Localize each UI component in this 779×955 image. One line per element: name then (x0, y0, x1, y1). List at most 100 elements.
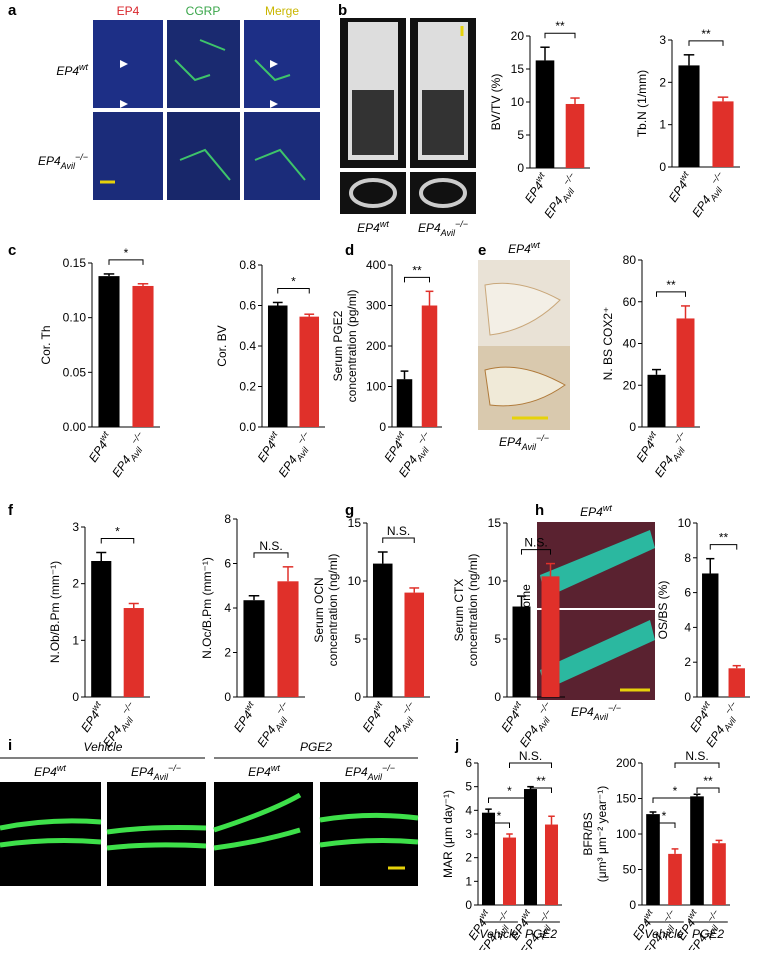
geno: EP4 (357, 221, 380, 235)
significance-label: ** (536, 774, 546, 788)
image-label: EP4Avil−/− (499, 433, 549, 452)
image-label: EP4wt (248, 763, 280, 779)
y-tick-label: 1 (465, 874, 472, 888)
y-tick-label: 5 (465, 780, 472, 794)
x-tick-name: EP4 (522, 179, 547, 206)
significance-label: * (291, 274, 296, 288)
panel-letter: c (8, 242, 16, 259)
significance-bracket (652, 797, 698, 803)
bar (277, 581, 299, 697)
significance-bracket (100, 538, 135, 544)
bar (544, 824, 559, 905)
significance-label: * (115, 525, 120, 539)
x-tick-sup: −/− (274, 700, 290, 716)
panel-letter: f (8, 502, 14, 519)
panel-letter: a (8, 2, 17, 19)
y-tick-label: 10 (511, 95, 525, 109)
significance-label: * (497, 809, 502, 823)
significance-bracket (382, 537, 415, 543)
y-tick-label: 100 (616, 827, 636, 841)
x-tick-sup: −/− (671, 430, 687, 446)
geno: EP4 (56, 64, 79, 78)
significance-bracket (674, 762, 720, 768)
bar (404, 592, 425, 697)
x-tick-sup: −/− (295, 430, 311, 446)
bar (676, 318, 695, 427)
geno-sub: Avil (521, 442, 537, 452)
y-tick-label: 6 (224, 557, 231, 571)
y-tick-label: 20 (623, 378, 637, 392)
x-tick-sup: −/− (536, 700, 552, 716)
x-tick-name: EP4 (78, 708, 103, 735)
significance-bracket (696, 787, 720, 793)
bar (565, 103, 585, 168)
bar (647, 374, 666, 427)
bar (372, 563, 393, 697)
x-tick-name: EP4 (687, 708, 712, 735)
y-tick-label: 4 (224, 601, 231, 615)
significance-bracket (108, 259, 144, 265)
image-label: EP4Avil−/− (345, 763, 395, 782)
panel-letter: j (454, 737, 459, 754)
image-label: EP4wt (357, 219, 389, 235)
y-tick-label: 1 (659, 118, 666, 132)
geno-sup: −/− (75, 152, 88, 162)
geno-sub: Avil (153, 772, 169, 782)
geno: EP4 (248, 765, 271, 779)
y-tick-label: 0 (224, 690, 231, 704)
y-tick-label: 0.2 (239, 380, 256, 394)
significance-bracket (488, 797, 531, 803)
significance-label: ** (555, 19, 565, 33)
y-axis-label: concentration (ng/ml) (326, 554, 340, 667)
column-label: Merge (265, 4, 299, 18)
bar (421, 305, 438, 427)
panel-letter: d (345, 242, 354, 259)
geno-sup: −/− (168, 763, 181, 773)
group-label: PGE2 (300, 740, 332, 754)
y-tick-label: 200 (616, 756, 636, 770)
geno-sub: Avil (593, 712, 609, 722)
geno-sup: wt (271, 763, 280, 773)
y-tick-label: 0.4 (239, 339, 256, 353)
y-axis-label: Serum OCN (312, 577, 326, 642)
significance-label: * (673, 784, 678, 798)
geno-sup: wt (380, 219, 389, 229)
bar (123, 608, 144, 697)
image-label: EP4Avil−/− (418, 219, 468, 238)
x-tick-sup: −/− (129, 430, 145, 446)
geno-sup: wt (603, 503, 612, 513)
y-tick-label: 40 (623, 337, 637, 351)
panel-a-images (93, 20, 320, 200)
x-tick-label: EP4Avil−/− (253, 700, 297, 752)
y-tick-label: 0 (354, 690, 361, 704)
panel-letter: e (478, 242, 486, 259)
bar (243, 600, 265, 697)
y-axis-label: OS/BS (%) (656, 581, 670, 640)
x-tick-label: EP4wt (229, 699, 261, 735)
y-tick-label: 3 (659, 33, 666, 47)
x-tick-name: EP4 (86, 438, 111, 465)
geno-sup: wt (531, 240, 540, 250)
y-tick-label: 20 (511, 29, 525, 43)
significance-bracket (652, 822, 676, 828)
significance-bracket (509, 762, 552, 768)
y-tick-label: 80 (623, 253, 637, 267)
image-label: EP4wt (508, 240, 540, 256)
group-label: PGE2 (525, 927, 557, 941)
y-axis-label: concentration (pg/ml) (345, 290, 359, 403)
bar (728, 668, 745, 697)
y-tick-label: 10 (678, 516, 692, 530)
significance-bracket (709, 544, 738, 550)
y-tick-label: 15 (348, 516, 362, 530)
y-tick-label: 0 (379, 420, 386, 434)
bar (690, 796, 704, 905)
significance-label: * (124, 246, 129, 260)
significance-label: ** (701, 27, 711, 41)
bar (396, 379, 413, 427)
row-label: EP4wt (56, 62, 88, 78)
geno: EP4 (499, 435, 522, 449)
y-tick-label: 0 (684, 690, 691, 704)
x-tick-label: EP4Avil−/− (379, 700, 423, 752)
y-tick-label: 60 (623, 295, 637, 309)
y-tick-label: 8 (224, 512, 231, 526)
